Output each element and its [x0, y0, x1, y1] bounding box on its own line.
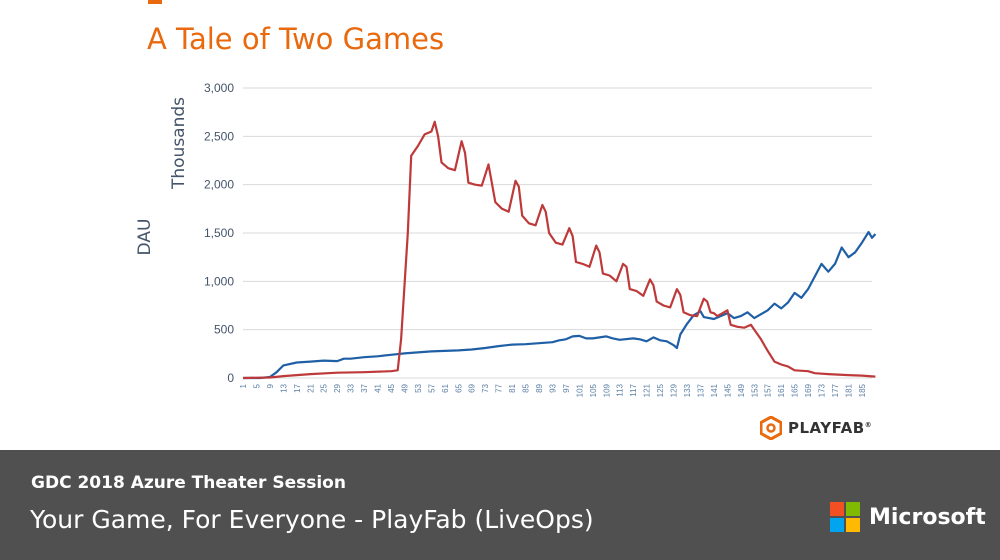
y-axis-ticks: 0 500 1,000 1,500 2,000 2,500 3,000: [204, 81, 234, 385]
x-tick-label: 121: [643, 383, 652, 397]
x-tick-label: 129: [670, 383, 679, 397]
x-tick-label: 17: [293, 383, 302, 392]
x-tick-label: 125: [656, 383, 665, 397]
x-tick-label: 157: [764, 383, 773, 397]
x-tick-label: 101: [575, 383, 584, 397]
x-tick-label: 57: [427, 383, 436, 392]
x-tick-label: 5: [252, 383, 261, 388]
series-group: [242, 120, 877, 380]
x-tick-label: 145: [723, 383, 732, 397]
x-tick-label: 137: [696, 383, 705, 397]
x-tick-label: 161: [777, 383, 786, 397]
y-tick-label: 2,500: [204, 129, 234, 143]
playfab-logo-text: PLAYFAB®: [788, 419, 873, 437]
microsoft-logo-text: Microsoft: [869, 504, 986, 530]
x-tick-label: 173: [818, 383, 827, 397]
x-tick-label: 133: [683, 383, 692, 397]
y-tick-label: 2,000: [204, 178, 234, 192]
x-tick-label: 105: [589, 383, 598, 397]
x-tick-label: 37: [360, 383, 369, 392]
x-tick-label: 69: [468, 383, 477, 392]
x-tick-label: 177: [831, 383, 840, 397]
red-series-line: [242, 120, 876, 380]
x-tick-label: 33: [347, 383, 356, 392]
x-tick-label: 61: [441, 383, 450, 392]
x-tick-label: 53: [414, 383, 423, 392]
y-tick-label: 1,500: [204, 226, 234, 240]
dau-line-chart: 0 500 1,000 1,500 2,000 2,500 3,000 1 5 9 13 17 21 2…: [135, 81, 877, 397]
x-tick-label: 41: [374, 383, 383, 392]
x-tick-label: 65: [454, 383, 463, 392]
x-tick-label: 29: [333, 383, 342, 392]
session-name: GDC 2018 Azure Theater Session: [31, 473, 346, 493]
playfab-logo: PLAYFAB®: [760, 416, 872, 440]
x-tick-label: 85: [522, 383, 531, 392]
y-tick-label: 1,000: [204, 274, 234, 288]
x-tick-label: 153: [750, 383, 759, 397]
playfab-logo-icon: [760, 416, 782, 440]
x-tick-label: 93: [548, 383, 557, 392]
x-tick-label: 13: [279, 383, 288, 392]
x-tick-label: 113: [616, 383, 625, 396]
grid-lines: [243, 87, 872, 379]
x-tick-label: 97: [562, 383, 571, 392]
y-tick-label: 0: [227, 371, 234, 385]
x-tick-label: 141: [710, 383, 719, 397]
x-tick-label: 77: [495, 383, 504, 392]
x-tick-label: 49: [400, 383, 409, 392]
slide-title: A Tale of Two Games: [147, 22, 445, 56]
microsoft-logo-icon: [830, 502, 860, 532]
x-tick-label: 165: [791, 383, 800, 397]
blue-series-line: [243, 230, 877, 380]
x-tick-label: 25: [320, 383, 329, 392]
x-tick-label: 73: [481, 383, 490, 392]
x-tick-label: 89: [535, 383, 544, 392]
x-axis-ticks: 1 5 9 13 17 21 25 29 33 37 41 45 49 53 57 61 65 69 73 77 81 8…: [239, 383, 867, 397]
x-tick-label: 1: [239, 383, 248, 388]
y-axis-unit: Thousands: [169, 97, 189, 190]
title-accent-bar: [148, 0, 162, 4]
x-tick-label: 9: [266, 383, 275, 388]
x-tick-label: 109: [602, 383, 611, 397]
y-tick-label: 3,000: [204, 81, 234, 95]
y-tick-label: 500: [214, 323, 234, 337]
x-tick-label: 45: [387, 383, 396, 392]
talk-title: Your Game, For Everyone - PlayFab (LiveO…: [30, 505, 594, 534]
x-tick-label: 185: [858, 383, 867, 397]
x-tick-label: 181: [844, 383, 853, 397]
x-tick-label: 21: [306, 383, 315, 392]
microsoft-logo: Microsoft: [830, 502, 986, 532]
footer-bar: GDC 2018 Azure Theater Session Your Game…: [0, 450, 1000, 560]
x-tick-label: 117: [629, 383, 638, 396]
x-tick-label: 149: [737, 383, 746, 397]
x-tick-label: 81: [508, 383, 517, 392]
y-axis-label: DAU: [135, 219, 155, 256]
x-tick-label: 169: [804, 383, 813, 397]
